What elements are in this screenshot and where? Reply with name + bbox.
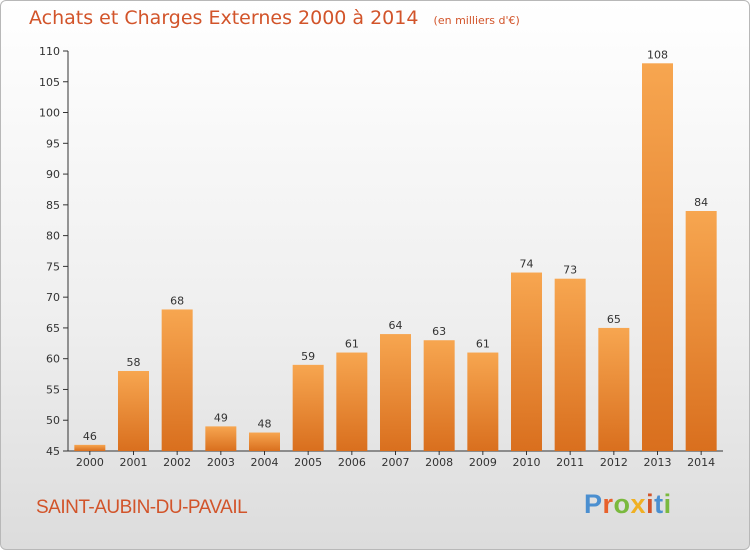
logo-letter: o (613, 489, 631, 519)
data-label: 84 (694, 196, 708, 209)
bar (292, 364, 324, 451)
y-tick-label: 90 (46, 168, 60, 181)
y-tick-label: 65 (46, 322, 60, 335)
y-tick-label: 95 (46, 137, 60, 150)
data-label: 63 (432, 325, 446, 338)
logo-letter: i (663, 489, 672, 519)
data-label: 46 (83, 430, 97, 443)
data-label: 61 (345, 338, 359, 351)
data-label: 68 (170, 294, 184, 307)
bar (336, 352, 368, 451)
logo-letter: t (654, 489, 664, 519)
data-label: 65 (607, 313, 621, 326)
data-label: 61 (476, 338, 490, 351)
data-label: 74 (520, 258, 534, 271)
bar (467, 352, 499, 451)
x-tick-label: 2007 (382, 456, 410, 469)
chart-unit: (en milliers d'€) (433, 14, 520, 27)
y-tick-label: 105 (39, 76, 60, 89)
bar (205, 426, 237, 451)
x-tick-label: 2010 (513, 456, 541, 469)
x-tick-label: 2009 (469, 456, 497, 469)
x-tick-label: 2005 (294, 456, 322, 469)
logo-letter: x (630, 489, 647, 519)
y-tick-label: 70 (46, 291, 60, 304)
bar (118, 371, 149, 451)
bar (380, 334, 411, 451)
data-label: 73 (563, 264, 577, 277)
bar (511, 272, 542, 451)
data-label: 48 (258, 418, 272, 431)
bar (554, 278, 586, 451)
commune-name: SAINT-AUBIN-DU-PAVAIL (36, 497, 248, 518)
chart-title: Achats et Charges Externes 2000 à 2014 (29, 7, 419, 29)
x-tick-label: 2003 (207, 456, 235, 469)
bar (642, 63, 673, 452)
x-tick-label: 2006 (338, 456, 366, 469)
y-tick-label: 55 (46, 383, 60, 396)
logo-letter: i (646, 489, 655, 519)
bar (423, 340, 455, 451)
y-tick-label: 60 (46, 353, 60, 366)
logo-letter: P (584, 489, 603, 519)
bar (74, 444, 106, 451)
logo-letter: r (602, 489, 614, 519)
data-label: 49 (214, 411, 228, 424)
bar (161, 309, 193, 451)
x-tick-label: 2002 (163, 456, 191, 469)
brand-logo: Proxiti (584, 489, 672, 520)
x-tick-label: 2000 (76, 456, 104, 469)
x-tick-label: 2001 (120, 456, 148, 469)
data-label: 108 (647, 48, 668, 61)
data-label: 64 (389, 319, 403, 332)
bar (598, 327, 630, 451)
title-row: Achats et Charges Externes 2000 à 2014 (… (29, 7, 520, 29)
bar (685, 211, 717, 451)
y-tick-label: 45 (46, 445, 60, 458)
x-tick-label: 2012 (600, 456, 628, 469)
y-tick-label: 110 (39, 45, 60, 58)
x-tick-label: 2011 (556, 456, 584, 469)
x-tick-label: 2013 (644, 456, 672, 469)
data-label: 58 (127, 356, 141, 369)
y-tick-label: 80 (46, 230, 60, 243)
y-tick-label: 85 (46, 199, 60, 212)
y-tick-label: 100 (39, 107, 60, 120)
bar (249, 432, 280, 451)
y-tick-label: 50 (46, 414, 60, 427)
x-tick-label: 2008 (425, 456, 453, 469)
y-tick-label: 75 (46, 260, 60, 273)
x-tick-label: 2014 (687, 456, 715, 469)
data-label: 59 (301, 350, 315, 363)
x-tick-label: 2004 (251, 456, 279, 469)
